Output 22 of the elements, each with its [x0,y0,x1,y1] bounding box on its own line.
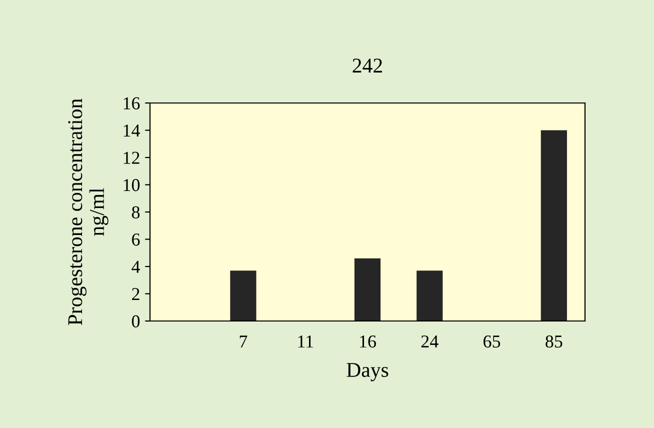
x-tick-label: 24 [421,335,438,348]
x-axis-title: Days [346,363,388,382]
y-tick-label: 0 [132,315,140,328]
y-tick-label: 8 [132,206,140,218]
bar [354,258,381,321]
bar [416,270,443,321]
y-tick-label: 16 [124,97,140,110]
x-tick-label: 85 [546,335,562,348]
chart-title: 242 [352,58,382,72]
x-tick-label: 7 [240,336,248,348]
y-tick-label: 10 [124,179,140,192]
y-tick-label: 6 [132,234,140,246]
bar [540,130,567,321]
y-tick-label: 12 [124,152,140,164]
y-tick-label: 14 [124,124,140,137]
bar [230,270,256,321]
y-tick-label: 2 [132,288,140,300]
x-tick-label: 16 [360,335,376,348]
y-tick-label: 4 [132,260,140,273]
y-axis-title: Progesterone concentration ng/ml [68,98,108,326]
x-tick-label: 65 [484,335,500,348]
x-tick-label: 11 [298,336,313,348]
